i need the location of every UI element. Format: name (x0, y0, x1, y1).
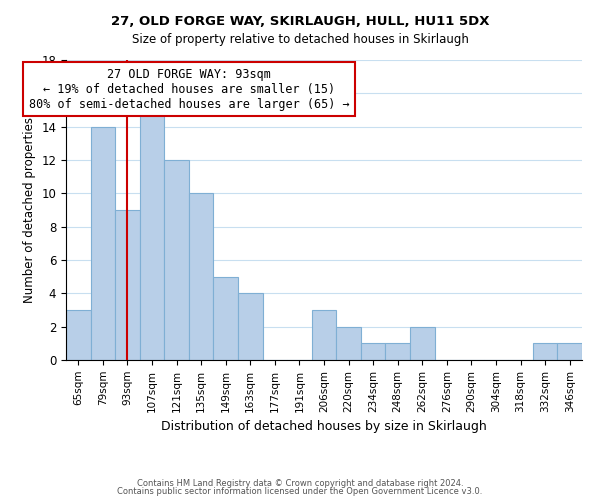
Bar (66, 310, 91, 360)
Bar (115, 210, 140, 360)
Bar (336, 326, 361, 360)
Text: Size of property relative to detached houses in Skirlaugh: Size of property relative to detached ho… (131, 32, 469, 46)
Bar (189, 194, 214, 360)
Y-axis label: Number of detached properties: Number of detached properties (23, 117, 36, 303)
Text: 27 OLD FORGE WAY: 93sqm
← 19% of detached houses are smaller (15)
80% of semi-de: 27 OLD FORGE WAY: 93sqm ← 19% of detache… (29, 68, 349, 110)
Text: Contains HM Land Registry data © Crown copyright and database right 2024.: Contains HM Land Registry data © Crown c… (137, 478, 463, 488)
Bar (214, 276, 238, 360)
Bar (557, 344, 582, 360)
Bar (140, 110, 164, 360)
Bar (238, 294, 263, 360)
Bar (385, 344, 410, 360)
Bar (361, 344, 385, 360)
X-axis label: Distribution of detached houses by size in Skirlaugh: Distribution of detached houses by size … (161, 420, 487, 433)
Bar (312, 310, 336, 360)
Text: 27, OLD FORGE WAY, SKIRLAUGH, HULL, HU11 5DX: 27, OLD FORGE WAY, SKIRLAUGH, HULL, HU11… (111, 15, 489, 28)
Bar (91, 126, 115, 360)
Text: Contains public sector information licensed under the Open Government Licence v3: Contains public sector information licen… (118, 487, 482, 496)
Bar (410, 326, 434, 360)
Bar (164, 160, 189, 360)
Bar (533, 344, 557, 360)
